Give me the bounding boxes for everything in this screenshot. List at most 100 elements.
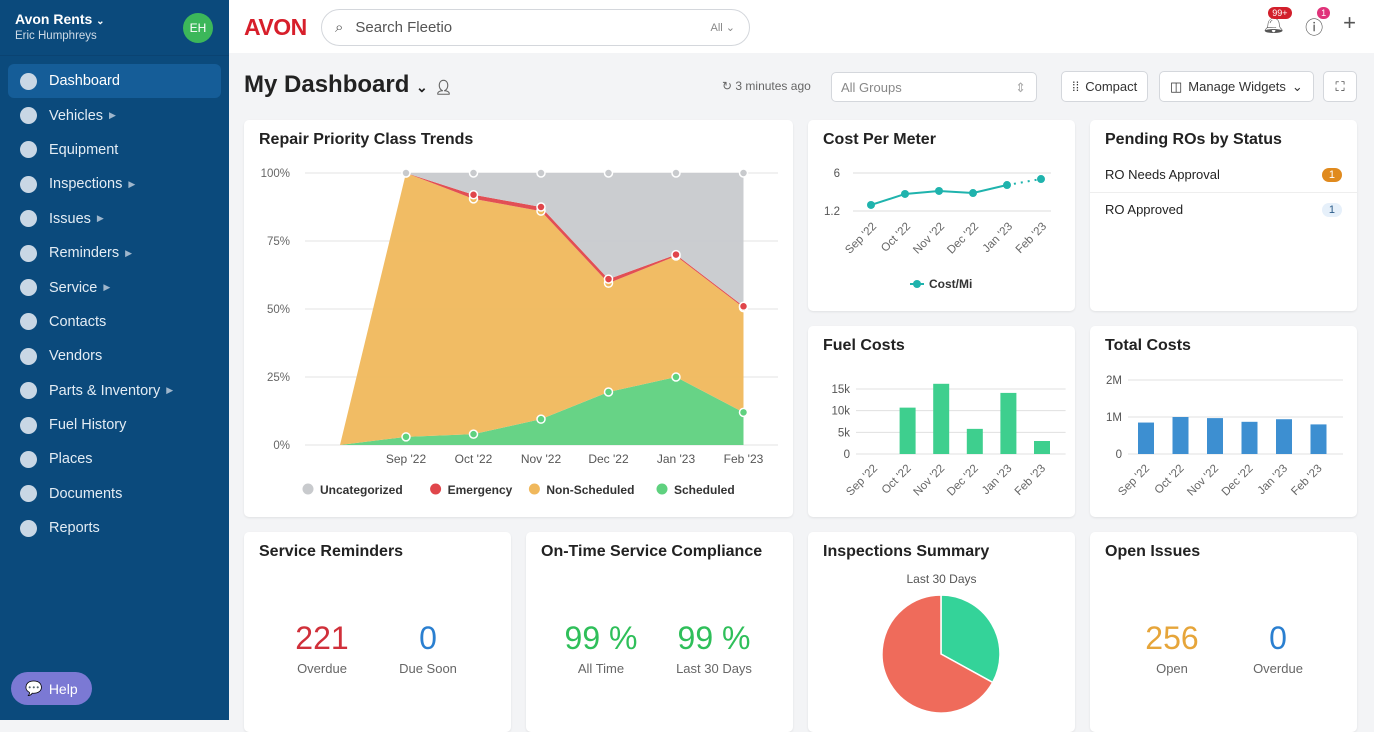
- y-tick-label: 2M: [1106, 375, 1122, 387]
- due-soon-stat[interactable]: 0 Due Soon: [399, 620, 457, 676]
- user-icon[interactable]: 👤︎: [434, 79, 453, 95]
- sidebar-item-label: Issues: [49, 210, 91, 227]
- fullscreen-button[interactable]: ⛶: [1323, 71, 1357, 102]
- search-input[interactable]: ⌕ Search Fleetio All ⌄: [321, 9, 750, 46]
- data-point: [738, 301, 749, 312]
- dashboard-icon: [20, 72, 37, 90]
- avatar[interactable]: EH: [183, 13, 213, 43]
- sidebar-item-documents[interactable]: Documents: [8, 477, 221, 511]
- data-point: [603, 387, 614, 397]
- data-point: [536, 414, 546, 424]
- data-point: [603, 274, 614, 284]
- store-icon: [20, 347, 37, 365]
- sidebar-item-vehicles[interactable]: Vehicles ▶: [8, 98, 221, 132]
- widget-title: Repair Priority Class Trends: [259, 131, 474, 148]
- refresh-status[interactable]: ↻ 3 minutes ago: [722, 79, 811, 93]
- sidebar-item-reminders[interactable]: Reminders ▶: [8, 236, 221, 270]
- chevron-down-icon: ⌄: [96, 16, 105, 27]
- data-point: [468, 429, 479, 439]
- x-tick-label: Jan '23: [981, 221, 1015, 255]
- sidebar-item-inspections[interactable]: Inspections ▶: [8, 167, 221, 201]
- sidebar-item-dashboard[interactable]: Dashboard: [8, 64, 221, 99]
- ro-row[interactable]: RO Needs Approval 1: [1105, 167, 1342, 182]
- manage-widgets-button[interactable]: ◫ Manage Widgets ⌄: [1159, 71, 1314, 102]
- bar: [899, 407, 916, 454]
- widget-title: Service Reminders: [259, 543, 404, 560]
- sidebar-nav: Dashboard Vehicles ▶ Equipment Inspections ▶ I…: [8, 64, 221, 545]
- sidebar-item-label: Equipment: [49, 141, 119, 158]
- x-tick-label: Nov '22: [1185, 463, 1221, 499]
- help-badge: 1: [1317, 7, 1331, 19]
- updown-icon: ⇕: [1015, 80, 1026, 95]
- data-point: [969, 189, 977, 198]
- sidebar-item-equipment[interactable]: Equipment: [8, 133, 221, 167]
- widget-repair-priority: Repair Priority Class Trends 0% 25% 50% 75%…: [244, 120, 793, 517]
- sidebar-item-parts-inventory[interactable]: Parts & Inventory ▶: [8, 374, 221, 408]
- data-point: [536, 202, 546, 212]
- legend-marker: [430, 483, 442, 495]
- data-point: [901, 189, 909, 198]
- widget-service-reminders: Service Reminders 221 Overdue 0 Due Soon: [244, 532, 511, 732]
- search-scope-dropdown[interactable]: All ⌄: [710, 22, 735, 34]
- help-button[interactable]: 💬 Help: [11, 672, 92, 705]
- area-scheduled: [340, 377, 744, 445]
- y-tick-label: 100%: [261, 168, 290, 180]
- compact-button[interactable]: ⁞⁞ Compact: [1061, 71, 1149, 102]
- sidebar-item-service[interactable]: Service ▶: [8, 270, 221, 304]
- count-badge: 1: [1321, 202, 1342, 217]
- pie-slice: [940, 594, 1001, 684]
- bar: [1207, 418, 1223, 454]
- sidebar-item-reports[interactable]: Reports: [8, 511, 221, 545]
- plus-icon[interactable]: +: [1343, 10, 1356, 35]
- overdue-stat[interactable]: 221 Overdue: [295, 620, 349, 676]
- data-point: [468, 190, 479, 200]
- area-uncategorized: [340, 173, 744, 445]
- sidebar-item-label: Service: [49, 279, 98, 296]
- open-stat[interactable]: 256 Open: [1145, 620, 1199, 676]
- all-time-stat[interactable]: 99 % All Time: [564, 620, 638, 676]
- legend-label: Uncategorized: [320, 483, 403, 497]
- box-icon: [20, 382, 37, 400]
- sidebar-item-label: Parts & Inventory: [49, 382, 161, 399]
- overdue-stat[interactable]: 0 Overdue: [1253, 620, 1303, 676]
- bar: [1241, 421, 1258, 454]
- ro-row[interactable]: RO Approved 1: [1105, 202, 1342, 217]
- bar: [1000, 392, 1017, 454]
- logo[interactable]: AVON: [244, 14, 307, 40]
- data-point: [1003, 181, 1011, 190]
- data-point: [1037, 175, 1045, 184]
- data-point: [671, 372, 681, 382]
- account-switcher[interactable]: Avon Rents ⌄ Eric Humphreys: [15, 11, 105, 42]
- sidebar-item-places[interactable]: Places: [8, 442, 221, 476]
- sidebar-item-vendors[interactable]: Vendors: [8, 339, 221, 373]
- last-30-stat[interactable]: 99 % Last 30 Days: [676, 620, 752, 676]
- x-tick-label: Oct '22: [1153, 463, 1187, 497]
- y-tick-label: 0: [1116, 449, 1122, 461]
- sidebar-item-label: Vendors: [49, 348, 103, 365]
- widget-subtitle: Last 30 Days: [906, 572, 977, 586]
- wrench-icon: [20, 279, 37, 297]
- bar: [1034, 441, 1050, 454]
- groups-select[interactable]: All Groups ⇕: [831, 72, 1037, 102]
- sidebar-item-contacts[interactable]: Contacts: [8, 305, 221, 339]
- page-title[interactable]: My Dashboard ⌄ 👤︎: [244, 71, 453, 98]
- bell-icon[interactable]: 🔔︎ 99+: [1262, 7, 1292, 40]
- legend-marker: [913, 280, 921, 288]
- sidebar-item-label: Vehicles: [49, 107, 104, 124]
- chevron-down-icon: ⌄: [1291, 78, 1303, 94]
- fullscreen-icon: ⛶: [1335, 78, 1345, 94]
- data-point: [671, 249, 681, 260]
- help-circle-icon[interactable]: ⓘ 1: [1305, 7, 1331, 40]
- sidebar-item-fuel-history[interactable]: Fuel History: [8, 408, 221, 442]
- caret-right-icon: ▶: [109, 110, 116, 121]
- data-point: [468, 168, 479, 178]
- x-tick-label: Jan '23: [657, 452, 696, 466]
- sidebar-item-issues[interactable]: Issues ▶: [8, 202, 221, 236]
- x-tick-label: Jan '23: [1256, 463, 1290, 497]
- sidebar-item-label: Reminders: [49, 245, 120, 262]
- x-tick-label: Sep '22: [843, 221, 879, 257]
- x-tick-label: Oct '22: [879, 221, 913, 255]
- x-tick-label: Dec '22: [945, 221, 981, 257]
